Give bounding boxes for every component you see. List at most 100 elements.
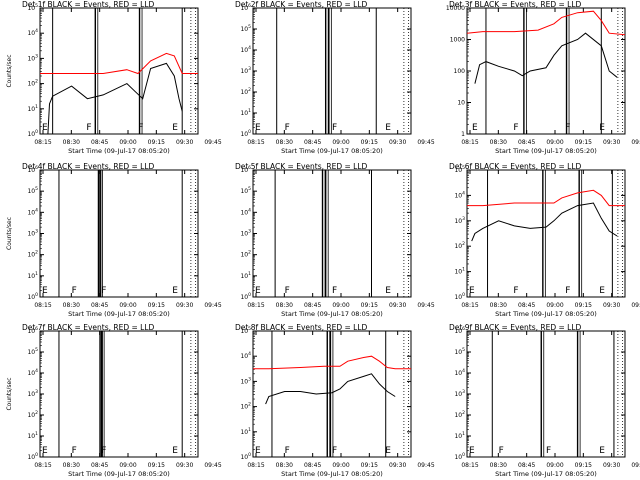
series-line-lld <box>253 355 411 370</box>
y-tick-label: 103 <box>27 53 38 62</box>
y-tick-label: 104 <box>27 207 38 216</box>
x-tick-label: 09:15 <box>575 302 592 309</box>
flag-label-f: F <box>138 123 143 133</box>
chart-panel-9: Det 9f BLACK = Events, RED = LLD 100 101 10… <box>449 323 640 478</box>
flag-label-e: E <box>172 286 178 296</box>
y-tick-label: 105 <box>240 24 251 33</box>
series-line-lld <box>467 189 625 207</box>
x-tick-label: 08:30 <box>276 302 293 309</box>
x-tick-label: 09:45 <box>204 462 221 469</box>
y-tick-label: 100 <box>240 292 251 301</box>
x-tick-label: 08:15 <box>461 462 478 469</box>
x-tick-label: 08:45 <box>91 302 108 309</box>
flag-label-f: F <box>72 446 77 456</box>
x-axis-label: Start Time (09-Jul-17 08:05:20) <box>68 147 170 155</box>
x-tick-label: 09:15 <box>575 462 592 469</box>
x-tick-label: 08:45 <box>304 139 321 146</box>
x-tick-label: 08:30 <box>63 302 80 309</box>
y-tick-label: 100 <box>454 68 466 75</box>
y-tick-label: 105 <box>240 326 251 335</box>
y-tick-label: 100 <box>27 452 38 461</box>
y-tick-label: 101 <box>454 267 465 276</box>
axes-frame <box>466 330 626 458</box>
x-tick-label: 09:15 <box>361 302 378 309</box>
x-tick-label: 08:45 <box>304 302 321 309</box>
y-tick-label: 100 <box>240 452 251 461</box>
x-tick-label: 09:30 <box>176 302 193 309</box>
y-tick-label: 104 <box>27 368 38 377</box>
flag-label-f: F <box>332 286 337 296</box>
x-tick-label: 08:15 <box>34 302 51 309</box>
x-tick-label: 08:15 <box>34 462 51 469</box>
y-tick-label: 101 <box>240 271 251 280</box>
flag-label-e: E <box>472 123 478 133</box>
x-tick-label: 08:15 <box>34 139 51 146</box>
y-tick-label: 100 <box>454 292 465 301</box>
y-tick-label: 102 <box>27 79 38 88</box>
flag-label-e: E <box>172 123 178 133</box>
y-tick-label: 106 <box>454 326 465 335</box>
panel-title: Det 1f BLACK = Events, RED = LLD <box>22 0 155 9</box>
y-tick-label: 102 <box>454 410 465 419</box>
x-axis-label: Start Time (09-Jul-17 08:05:20) <box>281 310 383 318</box>
series-line-lld <box>466 10 626 36</box>
flag-label-f: F <box>499 446 504 456</box>
x-tick-label: 08:15 <box>247 462 264 469</box>
x-tick-label: 09:00 <box>119 139 136 146</box>
series-line-lld <box>40 52 198 75</box>
chart-panel-6: Det 6f BLACK = Events, RED = LLD 100 101 10… <box>449 162 640 318</box>
x-tick-label: 09:00 <box>332 302 349 309</box>
flag-label-e: E <box>599 286 605 296</box>
x-tick-label: 09:00 <box>332 139 349 146</box>
x-tick-label: 09:00 <box>119 462 136 469</box>
flag-label-f: F <box>565 123 570 133</box>
panel-title: Det 3f BLACK = Events, RED = LLD <box>449 0 582 9</box>
x-axis-label: Start Time (09-Jul-17 08:05:20) <box>495 470 597 478</box>
chart-panel-7: Det 7f BLACK = Events, RED = LLD 100 101 10… <box>6 323 222 478</box>
flag-label-e: E <box>172 446 178 456</box>
flag-label-e: E <box>385 286 391 296</box>
y-tick-label: 10 <box>457 100 465 107</box>
x-tick-label: 09:00 <box>546 462 563 469</box>
x-tick-label: 08:45 <box>518 139 535 146</box>
x-tick-label: 08:30 <box>276 462 293 469</box>
panel-title: Det 2f BLACK = Events, RED = LLD <box>235 0 368 9</box>
y-tick-label: 101 <box>240 108 251 117</box>
x-tick-label: 09:45 <box>631 302 640 309</box>
flag-label-e: E <box>255 123 261 133</box>
y-tick-label: 100 <box>454 452 465 461</box>
flag-label-f: F <box>285 286 290 296</box>
flag-label-f: F <box>72 286 77 296</box>
y-tick-label: 103 <box>27 229 38 238</box>
y-tick-label: 100 <box>27 129 38 138</box>
x-tick-label: 08:45 <box>518 302 535 309</box>
x-tick-label: 09:15 <box>361 139 378 146</box>
y-tick-label: 102 <box>27 410 38 419</box>
x-axis-label: Start Time (09-Jul-17 08:05:20) <box>68 310 170 318</box>
y-tick-label: 102 <box>240 87 251 96</box>
x-tick-label: 09:45 <box>417 139 434 146</box>
x-tick-label: 08:45 <box>304 462 321 469</box>
series-line-events <box>265 373 396 405</box>
x-tick-label: 09:30 <box>176 462 193 469</box>
y-tick-label: 101 <box>27 271 38 280</box>
x-tick-label: 09:30 <box>603 139 620 146</box>
x-tick-label: 09:45 <box>204 302 221 309</box>
panel-title: Det 8f BLACK = Events, RED = LLD <box>235 323 368 332</box>
y-tick-label: 104 <box>240 45 251 54</box>
y-axis-label: Counts/sec <box>6 54 13 87</box>
y-tick-label: 105 <box>27 347 38 356</box>
y-tick-label: 106 <box>240 165 251 174</box>
y-tick-label: 104 <box>454 190 465 199</box>
y-tick-label: 102 <box>240 402 251 411</box>
y-tick-label: 1 <box>461 131 465 138</box>
flag-label-f: F <box>285 123 290 133</box>
y-tick-label: 104 <box>240 207 251 216</box>
y-tick-label: 101 <box>27 431 38 440</box>
y-axis-label: Counts/sec <box>6 217 13 250</box>
x-tick-label: 09:00 <box>332 462 349 469</box>
x-tick-label: 09:45 <box>631 462 640 469</box>
y-tick-label: 103 <box>240 376 251 385</box>
x-tick-label: 08:15 <box>247 302 264 309</box>
chart-panel-8: Det 8f BLACK = Events, RED = LLD 100 101 10… <box>235 323 435 478</box>
